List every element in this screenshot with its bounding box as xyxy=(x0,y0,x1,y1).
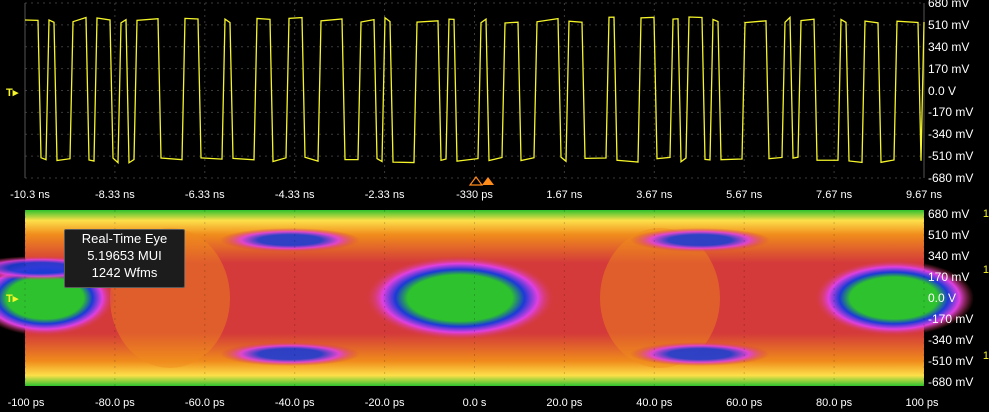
trigger-level-marker[interactable]: T▸ xyxy=(6,87,19,99)
y-tick-label: -340 mV xyxy=(928,333,974,347)
x-tick-label: -80.0 ps xyxy=(95,397,135,409)
y-tick-label: 0.0 V xyxy=(928,291,957,305)
x-tick-label: -6.33 ns xyxy=(184,189,225,201)
x-tick-label: 80.0 ps xyxy=(816,397,853,409)
y-tick-label: 340 mV xyxy=(928,39,970,54)
x-tick-label: 20.0 ps xyxy=(546,397,583,409)
x-tick-label: 0.0 s xyxy=(462,397,487,409)
edge-label: 1 xyxy=(982,350,989,362)
eye-diagram-plot[interactable] xyxy=(0,208,989,412)
x-tick-label: 100 ps xyxy=(905,397,939,409)
y-tick-label: 680 mV xyxy=(928,207,970,221)
x-tick-label: 7.67 ns xyxy=(816,189,853,201)
eye-opening xyxy=(814,260,974,336)
x-tick-label: -60.0 ps xyxy=(184,397,225,409)
x-tick-label: -2.33 ns xyxy=(364,189,405,201)
trigger-icon: T xyxy=(6,293,13,305)
y-tick-label: -170 mV xyxy=(928,312,974,326)
y-tick-label: -680 mV xyxy=(928,171,974,185)
eye-opening xyxy=(365,256,555,340)
x-tick-label: 1.67 ns xyxy=(546,189,583,201)
eye-info-wfms: 1242 Wfms xyxy=(91,265,158,280)
x-tick-label: -40.0 ps xyxy=(274,397,315,409)
y-tick-label: -510 mV xyxy=(928,149,974,164)
x-tick-label: 9.67 ns xyxy=(905,189,943,201)
x-tick-label: 3.67 ns xyxy=(636,189,673,201)
x-tick-label: -330 ps xyxy=(456,189,493,201)
y-tick-label: 510 mV xyxy=(928,17,970,32)
y-tick-label: -510 mV xyxy=(928,354,974,368)
eye-info-ui: 5.19653 MUI xyxy=(87,248,162,263)
waveform-plot[interactable] xyxy=(0,0,989,208)
eye-channel-marker[interactable]: T▸ xyxy=(6,293,19,305)
y-tick-label: 680 mV xyxy=(928,0,970,10)
x-tick-label: 5.67 ns xyxy=(726,189,763,201)
x-tick-label: -8.33 ns xyxy=(95,189,135,201)
waveform-panel[interactable]: T▸ 680 mV 510 mV 340 mV 170 mV 0.0 V -170 mV -… xyxy=(0,0,989,208)
y-tick-label: 510 mV xyxy=(928,228,970,242)
x-tick-label: 40.0 ps xyxy=(636,397,673,409)
y-tick-label: 170 mV xyxy=(928,61,970,76)
x-tick-label: -4.33 ns xyxy=(274,189,315,201)
edge-label: 1 xyxy=(982,264,989,276)
x-tick-label: -100 ps xyxy=(7,397,45,409)
y-tick-label: -170 mV xyxy=(928,105,974,120)
y-tick-label: 170 mV xyxy=(928,270,970,284)
y-tick-label: 340 mV xyxy=(928,249,970,263)
x-tick-label: 60.0 ps xyxy=(726,397,763,409)
trigger-icon: T xyxy=(6,87,13,99)
edge-label: 1 xyxy=(982,208,989,220)
x-tick-label: -10.3 ns xyxy=(10,189,50,201)
eye-info-title: Real-Time Eye xyxy=(81,231,168,246)
y-tick-label: 0.0 V xyxy=(928,83,957,98)
eye-measurement-badge[interactable]: Real-Time Eye 5.19653 MUI 1242 Wfms xyxy=(64,229,185,288)
y-tick-label: -680 mV xyxy=(928,375,974,389)
x-tick-label: -20.0 ps xyxy=(364,397,405,409)
y-tick-label: -340 mV xyxy=(928,127,974,142)
